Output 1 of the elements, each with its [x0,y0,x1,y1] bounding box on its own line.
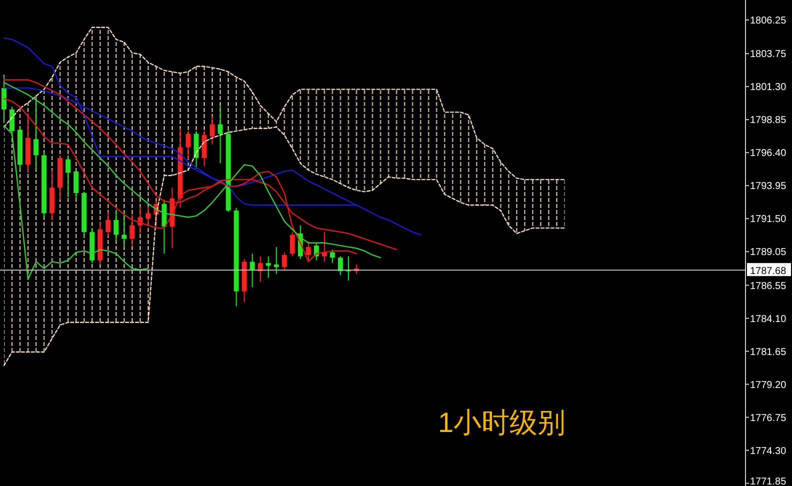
annotation: 1小时级别 [438,407,566,438]
